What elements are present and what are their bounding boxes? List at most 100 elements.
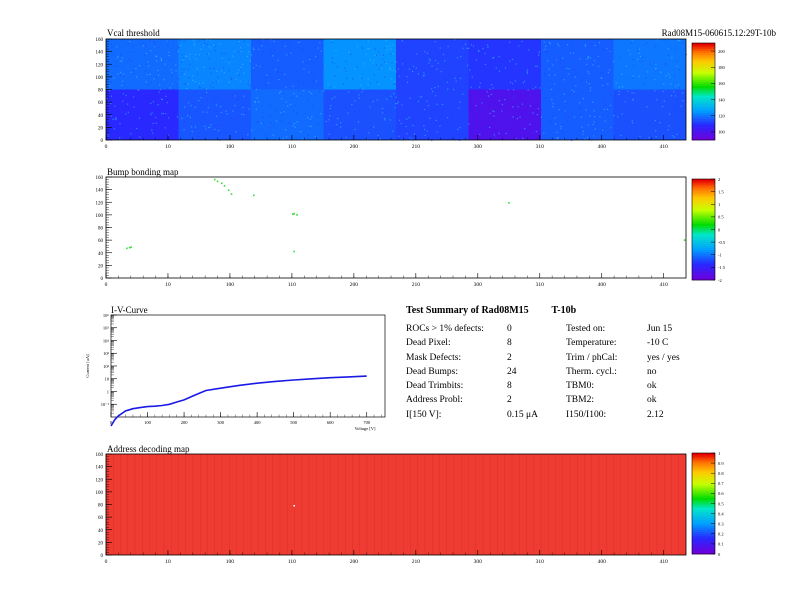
threshold-speckle: [177, 87, 179, 89]
threshold-speckle: [544, 48, 546, 50]
bump-scale-band: [692, 265, 715, 269]
threshold-speckle: [370, 122, 372, 124]
threshold-speckle: [470, 86, 472, 88]
summary-left-label: Dead Bumps:: [406, 366, 458, 377]
threshold-speckle: [358, 97, 360, 99]
threshold-speckle: [299, 131, 302, 133]
address-title: Address decoding map: [107, 444, 190, 454]
threshold-speckle: [676, 60, 678, 62]
threshold-speckle: [668, 113, 671, 115]
threshold-speckle: [181, 68, 183, 70]
threshold-speckle: [277, 59, 279, 61]
threshold-speckle: [113, 77, 115, 79]
threshold-speckle: [568, 73, 570, 75]
threshold-speckle: [217, 110, 219, 112]
threshold-speckle: [180, 74, 182, 76]
threshold-speckle: [584, 138, 586, 140]
threshold-speckle: [312, 74, 314, 76]
threshold-speckle: [197, 135, 199, 138]
threshold-speckle: [655, 67, 657, 70]
threshold-speckle: [401, 63, 404, 65]
threshold-speckle: [271, 51, 273, 53]
threshold-speckle: [442, 53, 445, 56]
threshold-speckle: [625, 65, 628, 67]
threshold-speckle: [426, 130, 429, 132]
summary-right-row: TBM0: ok: [566, 379, 657, 393]
threshold-speckle: [575, 85, 577, 87]
iv-ytick-label: 10²: [103, 364, 110, 369]
threshold-speckle: [655, 68, 657, 70]
threshold-speckle: [586, 63, 588, 66]
addr-ztick-label: 0.4: [718, 511, 724, 516]
threshold-speckle: [594, 44, 596, 47]
threshold-speckle: [392, 130, 394, 132]
threshold-speckle: [493, 111, 495, 113]
threshold-speckle: [356, 45, 359, 48]
threshold-speckle: [639, 48, 641, 50]
bump-frame: [105, 176, 687, 279]
threshold-speckle: [386, 98, 388, 100]
threshold-speckle: [360, 84, 362, 86]
threshold-speckle: [666, 115, 668, 117]
summary-left-value: 24: [507, 366, 517, 377]
threshold-speckle: [539, 105, 542, 107]
threshold-speckle: [507, 135, 509, 137]
threshold-speckle: [431, 65, 433, 67]
bump-ztick-label: 0: [718, 227, 721, 232]
threshold-speckle: [509, 81, 512, 83]
threshold-speckle: [509, 41, 511, 43]
threshold-speckle: [256, 97, 258, 99]
threshold-speckle: [397, 68, 400, 70]
threshold-speckle: [609, 51, 611, 53]
threshold-speckle: [246, 55, 248, 57]
threshold-speckle: [291, 97, 293, 99]
threshold-speckle: [239, 68, 241, 71]
bump-ytick-label: 100: [96, 214, 104, 219]
threshold-speckle: [408, 68, 410, 70]
threshold-speckle: [307, 56, 310, 59]
threshold-speckle: [586, 136, 589, 138]
threshold-speckle: [609, 105, 612, 107]
threshold-speckle: [301, 138, 303, 140]
threshold-speckle: [121, 84, 123, 86]
threshold-speckle: [634, 98, 637, 101]
dead-bump-marker: [293, 250, 296, 253]
addr-scale-band: [692, 465, 715, 468]
threshold-speckle: [462, 47, 464, 49]
threshold-speckle: [459, 101, 461, 103]
threshold-speckle: [277, 71, 279, 74]
threshold-speckle: [356, 66, 358, 68]
threshold-speckle: [555, 58, 557, 61]
threshold-speckle: [397, 101, 400, 103]
threshold-speckle: [360, 77, 363, 79]
threshold-speckle: [537, 92, 539, 94]
vcal-scale-band: [692, 58, 715, 61]
threshold-speckle: [167, 114, 170, 117]
threshold-speckle: [610, 127, 612, 129]
threshold-speckle: [181, 61, 183, 63]
threshold-speckle: [427, 52, 429, 54]
threshold-speckle: [455, 80, 457, 82]
threshold-speckle: [150, 50, 152, 52]
bump-xtick-label: 210: [412, 282, 421, 288]
threshold-speckle: [108, 89, 111, 92]
summary-right-row: Therm. cycl.: no: [566, 365, 657, 379]
threshold-speckle: [347, 129, 350, 131]
iv-frame: [110, 314, 386, 418]
threshold-speckle: [398, 125, 400, 128]
threshold-speckle: [416, 51, 418, 53]
threshold-speckle: [581, 54, 584, 56]
threshold-speckle: [142, 93, 144, 95]
threshold-speckle: [233, 118, 235, 120]
threshold-speckle: [116, 57, 118, 59]
bump-scale-band: [692, 231, 715, 234]
threshold-speckle: [388, 67, 391, 69]
vcal-scale-band: [692, 93, 715, 96]
threshold-speckle: [439, 122, 441, 125]
threshold-speckle: [130, 108, 132, 110]
threshold-speckle: [282, 137, 284, 139]
threshold-speckle: [378, 134, 380, 136]
threshold-speckle: [682, 100, 684, 102]
threshold-speckle: [395, 130, 397, 132]
threshold-speckle: [400, 122, 402, 125]
